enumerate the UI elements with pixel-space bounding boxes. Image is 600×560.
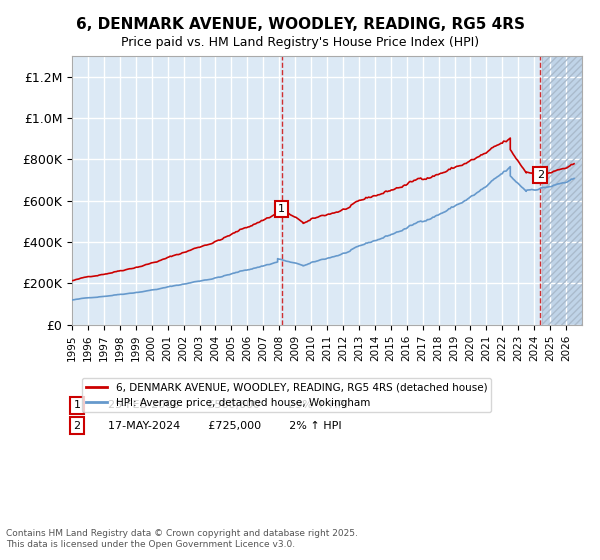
Text: Contains HM Land Registry data © Crown copyright and database right 2025.
This d: Contains HM Land Registry data © Crown c… (6, 529, 358, 549)
Legend: 6, DENMARK AVENUE, WOODLEY, READING, RG5 4RS (detached house), HPI: Average pric: 6, DENMARK AVENUE, WOODLEY, READING, RG5… (82, 379, 491, 412)
Text: 25-FEB-2008        £560,000        29% ↑ HPI: 25-FEB-2008 £560,000 29% ↑ HPI (108, 400, 347, 410)
Bar (542, 56, 582, 325)
Text: 6, DENMARK AVENUE, WOODLEY, READING, RG5 4RS: 6, DENMARK AVENUE, WOODLEY, READING, RG5… (76, 17, 524, 32)
Text: 2: 2 (536, 170, 544, 180)
Text: 17-MAY-2024        £725,000        2% ↑ HPI: 17-MAY-2024 £725,000 2% ↑ HPI (108, 421, 341, 431)
Bar (542, 56, 582, 325)
Text: Price paid vs. HM Land Registry's House Price Index (HPI): Price paid vs. HM Land Registry's House … (121, 36, 479, 49)
Text: 2: 2 (74, 421, 80, 431)
Text: 1: 1 (74, 400, 80, 410)
Text: 1: 1 (278, 204, 285, 214)
